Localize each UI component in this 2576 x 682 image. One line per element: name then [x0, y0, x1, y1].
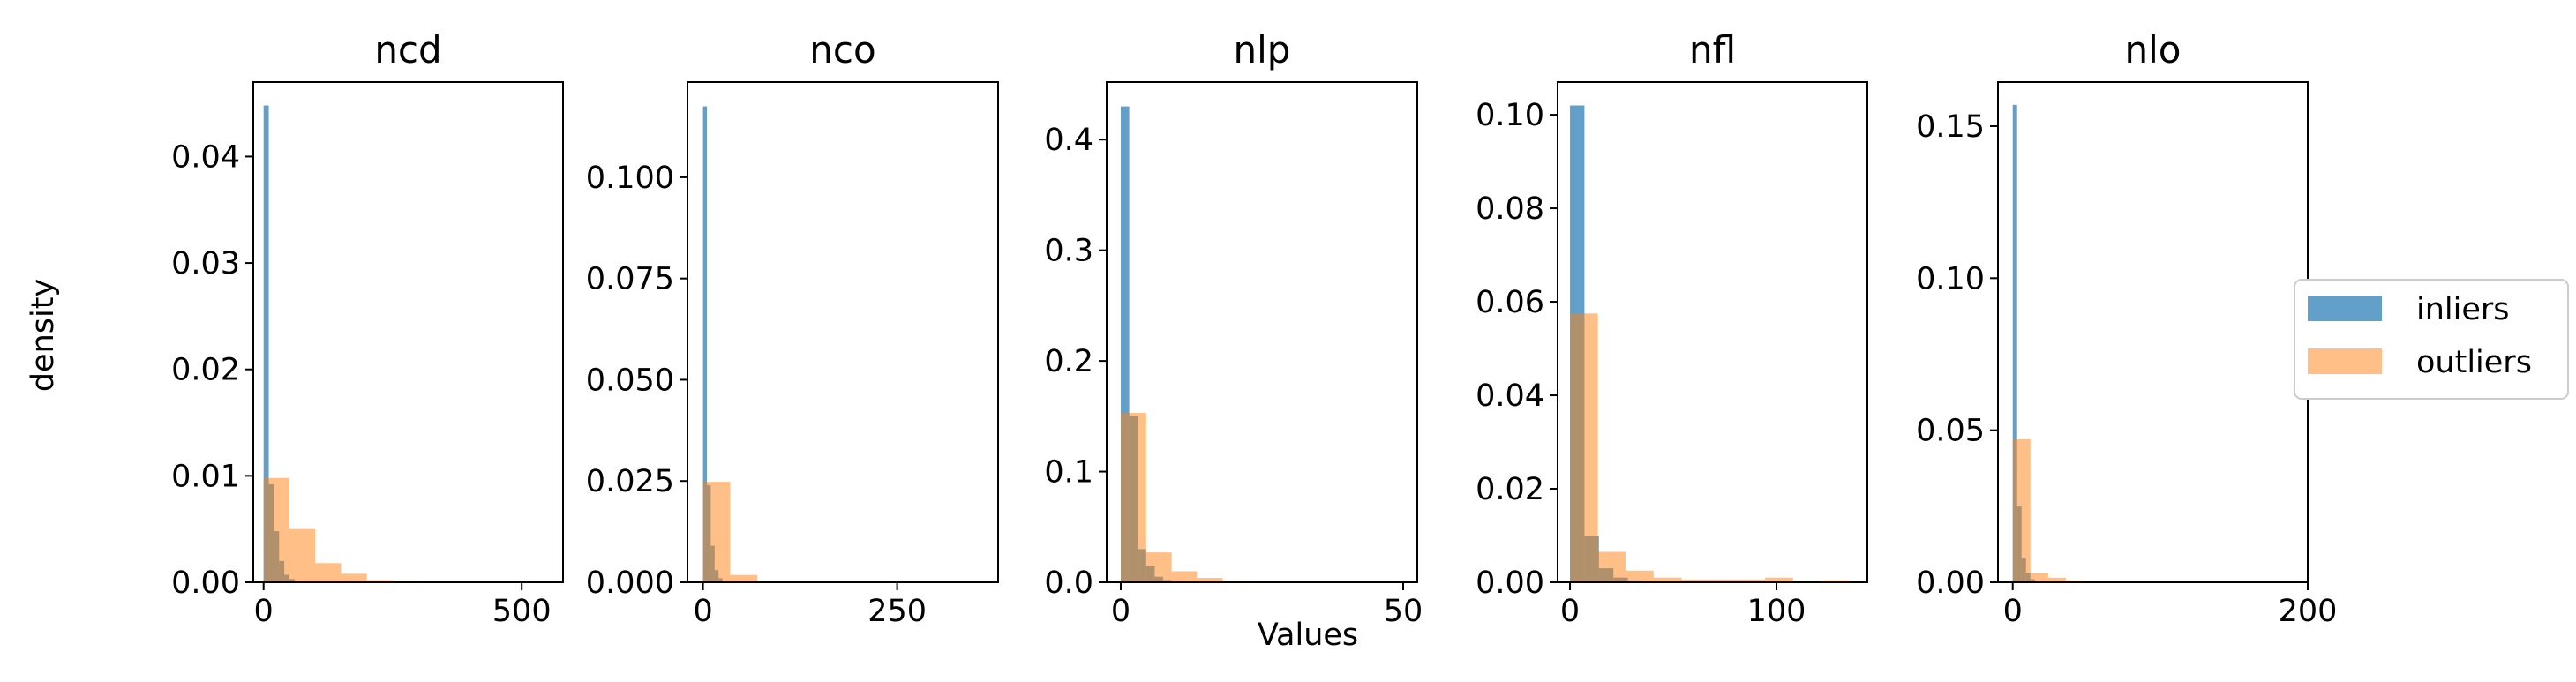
panel-title-nfl: nfl [1689, 28, 1736, 71]
bar-nfl-outliers-7 [1765, 577, 1793, 582]
x-tick-label-nco-0: 0 [693, 594, 712, 629]
y-tick-label-nco-3: 0.075 [586, 262, 674, 297]
axes-frame-nco [687, 81, 999, 583]
bar-nfl-outliers-1 [1597, 551, 1626, 582]
y-tick-label-nfl-5: 0.10 [1476, 98, 1544, 133]
y-tick-label-nfl-1: 0.02 [1476, 472, 1544, 507]
y-tick-label-nfl-0: 0.00 [1476, 566, 1544, 601]
x-tick-label-nlo-1: 200 [2279, 594, 2338, 629]
bar-nfl-outliers-0 [1570, 313, 1598, 582]
bar-nlp-inliers-0 [1121, 106, 1130, 583]
x-tick-label-nfl-0: 0 [1560, 594, 1580, 629]
x-tick-label-nlp-0: 0 [1111, 594, 1130, 629]
panel-nco: 0.000 0.025 0.050 0.075 0.100 0 250 nco [586, 28, 999, 629]
bar-nlp-outliers-3 [1197, 577, 1223, 582]
bar-nlp-outliers-2 [1171, 571, 1198, 582]
bar-nlp-outliers-0 [1121, 413, 1146, 582]
legend-label-inliers: inliers [2416, 292, 2510, 327]
legend-label-outliers: outliers [2416, 345, 2532, 380]
x-tick-label-nco-1: 250 [867, 594, 927, 629]
legend-swatch-outliers [2308, 348, 2382, 374]
y-tick-label-nlo-2: 0.10 [1916, 261, 1985, 296]
y-tick-label-ncd-2: 0.02 [171, 353, 240, 388]
y-tick-label-nlp-2: 0.2 [1044, 344, 1093, 379]
panel-nlo: 0.00 0.05 0.10 0.15 0 200 nlo [1916, 28, 2337, 629]
y-axis-label: density [26, 279, 61, 392]
bar-nfl-outliers-4 [1681, 579, 1709, 582]
bar-nlo-outliers-0 [2012, 439, 2031, 582]
bar-ncd-outliers-0 [263, 477, 289, 582]
y-tick-label-ncd-4: 0.04 [171, 139, 240, 175]
x-tick-label-nlo-0: 0 [2003, 594, 2023, 629]
x-axis-label: Values [1258, 618, 1358, 653]
axes-frame-ncd [252, 81, 564, 583]
bar-nlo-outliers-2 [2047, 577, 2066, 582]
legend-swatch-inliers [2308, 296, 2382, 321]
panel-nlp: 0.0 0.1 0.2 0.3 0.4 0 50 nlp [1044, 28, 1423, 629]
y-tick-label-ncd-0: 0.00 [171, 566, 240, 601]
x-tick-label-ncd-0: 0 [254, 594, 274, 629]
axes-frame-nlp [1106, 81, 1418, 583]
bar-nfl-outliers-9 [1821, 580, 1849, 582]
y-tick-label-nfl-2: 0.04 [1476, 378, 1544, 414]
y-tick-label-nfl-3: 0.06 [1476, 285, 1544, 320]
y-tick-label-nlo-0: 0.00 [1916, 566, 1985, 601]
x-tick-label-nfl-1: 100 [1747, 594, 1806, 629]
x-tick-label-nlp-1: 50 [1384, 594, 1423, 629]
y-tick-label-ncd-3: 0.03 [171, 246, 240, 281]
y-tick-label-nfl-4: 0.08 [1476, 191, 1544, 227]
bar-ncd-inliers-0 [263, 105, 269, 583]
bar-nfl-outliers-2 [1626, 570, 1654, 582]
axes-frame-nfl [1557, 81, 1868, 583]
y-tick-label-nlp-4: 0.4 [1044, 123, 1093, 158]
legend: inliers outliers [2294, 279, 2569, 400]
bar-nfl-outliers-5 [1709, 579, 1738, 582]
bar-nco-inliers-0 [702, 106, 707, 583]
bar-ncd-outliers-3 [341, 573, 367, 582]
panels: 0.000.010.020.030.040 500ncd0.0000.0250.0… [171, 28, 2337, 629]
bar-nco-outliers-1 [730, 574, 758, 582]
y-tick-label-nco-1: 0.025 [586, 464, 674, 499]
panel-title-nlp: nlp [1234, 28, 1291, 71]
panel-ncd: 0.00 0.01 0.02 0.03 0.04 0 500 ncd [171, 28, 564, 629]
panel-nfl: 0.00 0.02 0.04 0.06 0.08 0.10 0 100 nfl [1476, 28, 1868, 629]
y-tick-label-nco-2: 0.050 [586, 363, 674, 398]
y-tick-label-ncd-1: 0.01 [171, 459, 240, 494]
y-tick-label-nlo-3: 0.15 [1916, 109, 1985, 145]
bar-ncd-outliers-4 [366, 580, 393, 582]
panel-title-nco: nco [809, 28, 875, 71]
bar-nlo-inliers-0 [2012, 104, 2017, 583]
bar-nfl-outliers-3 [1653, 577, 1682, 582]
y-tick-label-nlp-3: 0.3 [1044, 234, 1093, 269]
bar-ncd-outliers-1 [289, 528, 316, 582]
y-tick-label-nlp-1: 0.1 [1044, 455, 1093, 491]
bar-nlo-outliers-1 [2030, 573, 2048, 582]
panel-title-ncd: ncd [374, 28, 441, 71]
bar-ncd-outliers-2 [315, 563, 342, 582]
y-tick-label-nco-0: 0.000 [586, 566, 674, 601]
y-tick-label-nlp-0: 0.0 [1044, 566, 1093, 601]
y-tick-label-nco-4: 0.100 [586, 161, 674, 196]
x-tick-label-ncd-1: 500 [492, 594, 552, 629]
bar-nfl-outliers-6 [1737, 579, 1766, 582]
panel-title-nlo: nlo [2125, 28, 2182, 71]
bar-nlp-outliers-1 [1145, 552, 1172, 582]
y-tick-label-nlo-1: 0.05 [1916, 414, 1985, 449]
bar-nco-outliers-0 [702, 482, 731, 582]
